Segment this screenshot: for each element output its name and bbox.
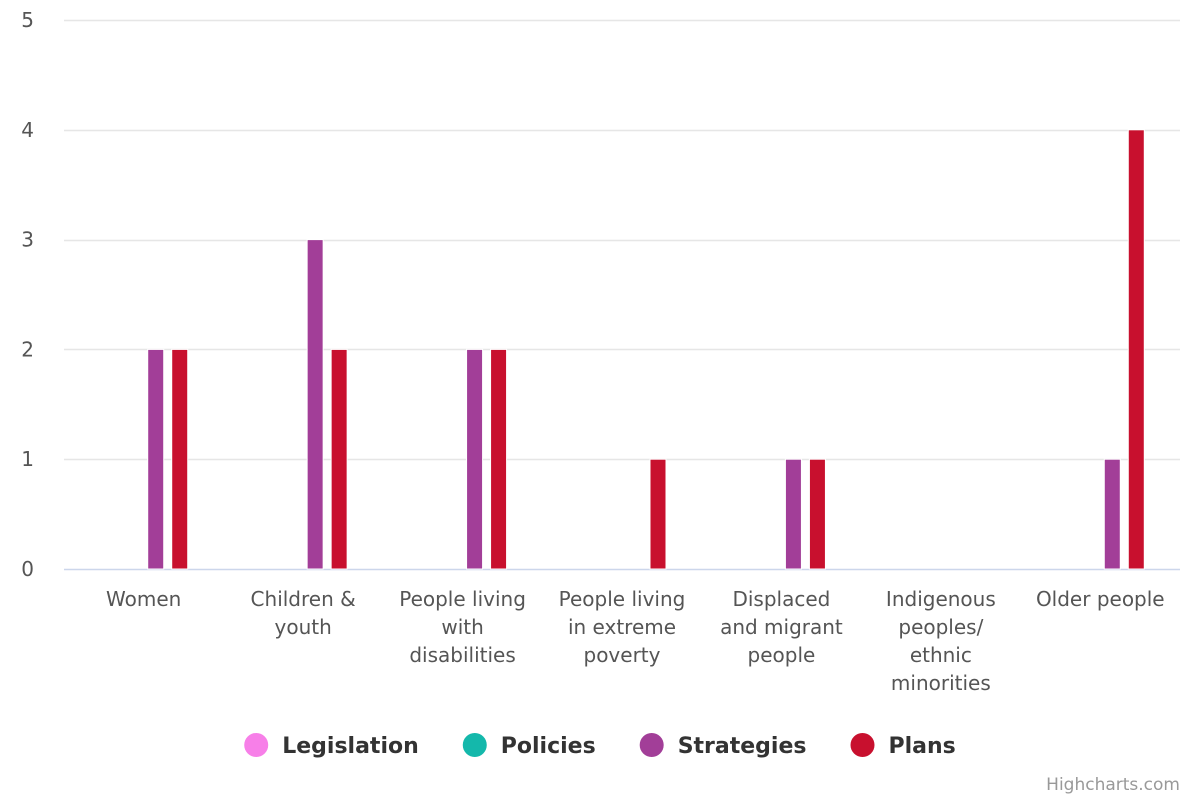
x-axis: Women Children & youth People living with dis… (106, 587, 1165, 695)
legend-item-policies[interactable]: Policies (462, 733, 596, 759)
legend-symbol (850, 733, 875, 757)
credits-link[interactable]: Highcharts.com (1046, 775, 1180, 795)
bar-plans[interactable] (490, 348, 508, 570)
bar-strategies[interactable] (306, 239, 324, 570)
legend-label: Policies (501, 734, 596, 759)
category-label: People living with disabilities (399, 587, 526, 667)
legend: Legislation Policies Strategies Plans (244, 733, 956, 759)
legend-item-legislation[interactable]: Legislation (244, 733, 419, 759)
bar-strategies[interactable] (466, 348, 484, 570)
bar-plans[interactable] (1127, 129, 1145, 570)
legend-symbol (244, 733, 269, 757)
bar-plans[interactable] (330, 348, 348, 570)
bar-plans[interactable] (808, 458, 826, 570)
y-tick-label: 1 (21, 447, 34, 471)
category-label: Indigenous peoples/ethnic minorities (886, 587, 996, 695)
category-label: Women (106, 587, 181, 611)
bar-strategies[interactable] (1103, 458, 1121, 570)
y-tick-label: 4 (21, 118, 34, 142)
y-tick-label: 2 (21, 337, 34, 361)
category-label: Displaced and migrant people (720, 587, 843, 667)
bars (147, 129, 1145, 570)
bar-strategies[interactable] (784, 458, 802, 570)
legend-label: Legislation (282, 734, 419, 759)
grid-lines (64, 19, 1180, 571)
y-tick-label: 3 (21, 228, 34, 252)
y-axis-ticks: 0 1 2 3 4 5 (21, 8, 34, 581)
category-label: People living in extreme poverty (559, 587, 686, 667)
legend-item-plans[interactable]: Plans (850, 733, 956, 759)
legend-item-strategies[interactable]: Strategies (639, 733, 807, 759)
legend-label: Plans (889, 734, 956, 759)
bar-plans[interactable] (171, 348, 189, 570)
legend-label: Strategies (678, 734, 807, 759)
category-label: Older people (1036, 587, 1165, 611)
legend-symbol (462, 733, 487, 757)
y-tick-label: 5 (21, 8, 34, 32)
category-label: Children & youth (251, 587, 356, 639)
legend-symbol (639, 733, 664, 757)
bar-plans[interactable] (649, 458, 667, 570)
y-tick-label: 0 (21, 557, 34, 581)
bar-strategies[interactable] (147, 348, 165, 570)
